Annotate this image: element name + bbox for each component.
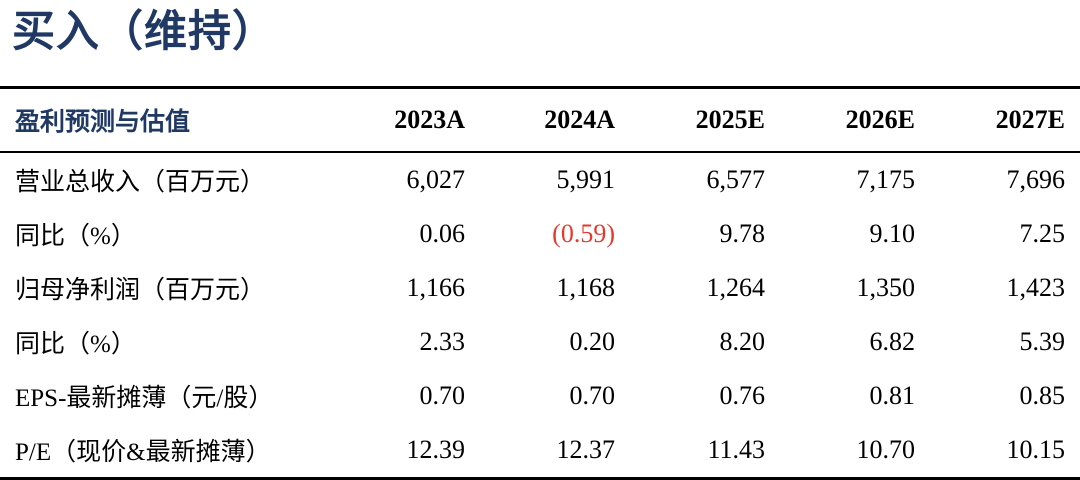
- col-header-2027e: 2027E: [930, 87, 1080, 154]
- col-header-2025e: 2025E: [630, 87, 780, 154]
- report-snippet: 买入（维持） 盈利预测与估值 2023A 2024A 2025E 2026E 2…: [0, 9, 1080, 480]
- cell-value-negative: (0.59): [552, 219, 615, 249]
- row-label: 归母净利润（百万元）: [15, 277, 266, 305]
- row-label: 同比（%）: [15, 331, 136, 359]
- row-label: EPS-最新摊薄（元/股）: [15, 385, 274, 413]
- cell-value: 0.85: [1019, 381, 1066, 411]
- cell-value: 6,027: [406, 165, 466, 195]
- cell-value: 1,423: [1006, 273, 1066, 303]
- col-header-2023a: 2023A: [330, 87, 480, 154]
- cell-value: 1,264: [706, 273, 766, 303]
- cell-value: 9.10: [869, 219, 916, 249]
- cell-value: 5.39: [1019, 327, 1066, 357]
- col-header-2026e: 2026E: [780, 87, 930, 154]
- table-header-row: 盈利预测与估值 2023A 2024A 2025E 2026E 2027E: [0, 87, 1080, 154]
- rating-title: 买入（维持）: [12, 9, 276, 56]
- cell-value: 1,350: [856, 273, 916, 303]
- cell-value: 7,696: [1006, 165, 1066, 195]
- cell-value: 0.06: [419, 219, 466, 249]
- cell-value: 7.25: [1019, 219, 1066, 249]
- earnings-forecast-table: 盈利预测与估值 2023A 2024A 2025E 2026E 2027E 营业…: [0, 86, 1080, 480]
- table-title-header: 盈利预测与估值: [0, 87, 330, 154]
- cell-value: 8.20: [719, 327, 766, 357]
- cell-value: 2.33: [419, 327, 466, 357]
- cell-value: 5,991: [556, 165, 616, 195]
- cell-value: 12.37: [556, 435, 616, 465]
- cell-value: 0.20: [569, 327, 616, 357]
- cell-value: 11.43: [707, 435, 765, 465]
- cell-value: 10.15: [1006, 435, 1066, 465]
- cell-value: 7,175: [856, 165, 916, 195]
- table-row-total-revenue: 营业总收入（百万元） 6,027 5,991 6,577 7,175 7,696: [0, 152, 1080, 207]
- cell-value: 0.70: [419, 381, 466, 411]
- row-label: 同比（%）: [15, 223, 136, 251]
- cell-value: 1,166: [406, 273, 466, 303]
- row-label: P/E（现价&最新摊薄）: [15, 439, 271, 467]
- table-row-net-profit: 归母净利润（百万元） 1,166 1,168 1,264 1,350 1,423: [0, 261, 1080, 315]
- cell-value: 6.82: [869, 327, 916, 357]
- cell-value: 0.76: [719, 381, 766, 411]
- table-row-revenue-yoy: 同比（%） 0.06 (0.59) 9.78 9.10 7.25: [0, 207, 1080, 261]
- table-row-pe: P/E（现价&最新摊薄） 12.39 12.37 11.43 10.70 10.…: [0, 423, 1080, 479]
- table-row-eps: EPS-最新摊薄（元/股） 0.70 0.70 0.76 0.81 0.85: [0, 369, 1080, 423]
- cell-value: 12.39: [406, 435, 466, 465]
- cell-value: 1,168: [556, 273, 616, 303]
- col-header-2024a: 2024A: [480, 87, 630, 154]
- cell-value: 9.78: [719, 219, 766, 249]
- table-row-net-profit-yoy: 同比（%） 2.33 0.20 8.20 6.82 5.39: [0, 315, 1080, 369]
- cell-value: 10.70: [856, 435, 916, 465]
- cell-value: 0.81: [869, 381, 916, 411]
- cell-value: 6,577: [706, 165, 766, 195]
- cell-value: 0.70: [569, 381, 616, 411]
- row-label: 营业总收入（百万元）: [15, 169, 266, 197]
